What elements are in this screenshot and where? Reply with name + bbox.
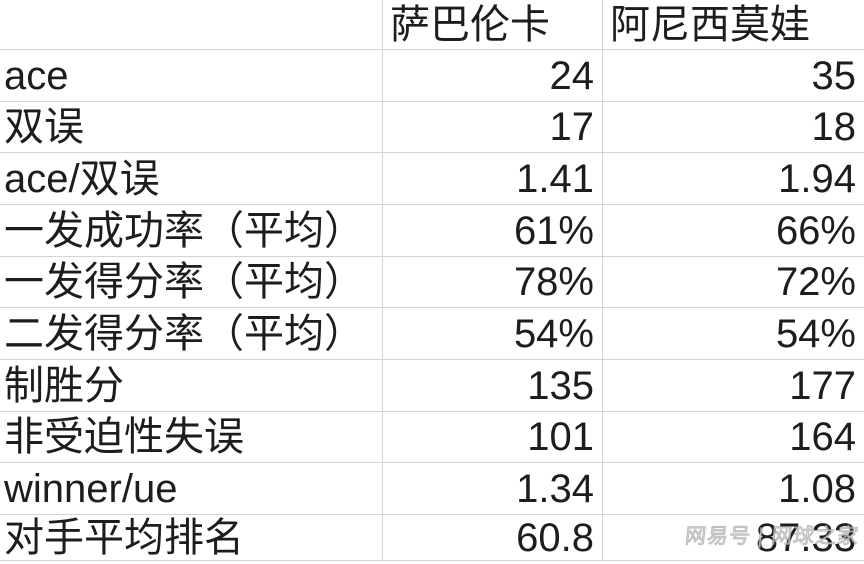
player2-value: 164 (789, 415, 856, 459)
row-label: winner/ue (0, 463, 383, 514)
table-row: 二发得分率（平均） 54% 54% (0, 308, 864, 360)
player1-value: 1.41 (383, 153, 603, 204)
header-player1: 萨巴伦卡 (383, 0, 603, 49)
player2-value: 72% (775, 260, 856, 304)
player1-value: 61% (383, 205, 603, 256)
header-player2: 阿尼西莫娃 (610, 2, 810, 47)
player2-value: 66% (775, 208, 856, 253)
player2-value: 54% (775, 311, 856, 356)
header-empty-cell (0, 0, 383, 49)
row-label: ace/双误 (0, 153, 383, 204)
table-row: ace 24 35 (0, 50, 864, 102)
table-row: 非受迫性失误 101 164 (0, 412, 864, 463)
table-row: 一发得分率（平均） 78% 72% (0, 257, 864, 308)
player2-value: 18 (811, 105, 857, 149)
row-label: 非受迫性失误 (0, 412, 383, 462)
player1-value: 1.34 (383, 463, 603, 514)
player1-value: 24 (383, 50, 603, 101)
table-row: 一发成功率（平均） 61% 66% (0, 205, 864, 257)
row-label: 二发得分率（平均） (0, 308, 383, 359)
player2-value: 1.08 (778, 466, 856, 511)
player2-value: 177 (789, 363, 856, 408)
player1-value: 60.8 (383, 515, 603, 560)
row-label: ace (0, 50, 383, 101)
table-row: 双误 17 18 (0, 102, 864, 153)
table-row: 对手平均排名 60.8 87.33 (0, 515, 864, 561)
table-row: winner/ue 1.34 1.08 (0, 463, 864, 515)
row-label: 双误 (0, 102, 383, 152)
player1-value: 54% (383, 308, 603, 359)
row-label: 一发得分率（平均） (0, 257, 383, 307)
player1-value: 78% (383, 257, 603, 307)
player1-value: 135 (383, 360, 603, 411)
row-label: 制胜分 (0, 360, 383, 411)
table-row: ace/双误 1.41 1.94 (0, 153, 864, 205)
header-row: 萨巴伦卡 阿尼西莫娃 (0, 0, 864, 50)
table-row: 制胜分 135 177 (0, 360, 864, 412)
player1-value: 101 (383, 412, 603, 462)
player2-value: 87.33 (755, 515, 856, 560)
player1-value: 17 (383, 102, 603, 152)
row-label: 对手平均排名 (0, 515, 383, 560)
player2-value: 35 (811, 53, 857, 98)
row-label: 一发成功率（平均） (0, 205, 383, 256)
player2-value: 1.94 (778, 156, 856, 201)
